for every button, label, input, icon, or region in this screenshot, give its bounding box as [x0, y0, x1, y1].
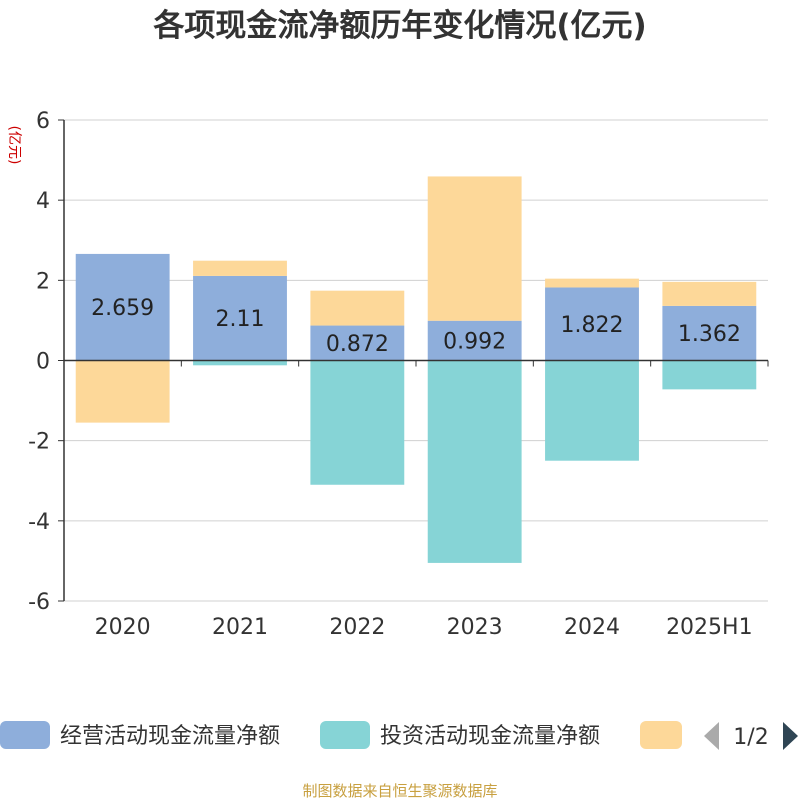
bar-2025H1-series-2[interactable]	[662, 360, 757, 390]
bar-2021-series-1[interactable]	[193, 275, 287, 361]
bar-2022-series-3[interactable]	[310, 290, 405, 326]
bars	[75, 176, 757, 563]
y-tick-label: 6	[36, 109, 50, 134]
y-tick-label: 4	[36, 189, 50, 214]
legend-label-1[interactable]: 经营活动现金流量净额	[60, 724, 280, 749]
bar-2025H1-series-1[interactable]	[662, 305, 757, 361]
bar-2024-series-3[interactable]	[545, 278, 639, 288]
bar-2020-series-1[interactable]	[75, 253, 170, 361]
x-tick-label: 2024	[564, 615, 620, 640]
x-tick-label: 2020	[95, 615, 151, 640]
x-tick-label: 2025H1	[666, 615, 753, 640]
y-tick-label: 0	[36, 350, 50, 375]
x-tick-label: 2023	[447, 615, 503, 640]
data-labels: 2.659 2.11 0.872 0.992 1.822 1.362	[91, 296, 741, 357]
pager-text: 1/2	[733, 725, 768, 750]
x-tick-label: 2022	[329, 615, 385, 640]
chart-title: 各项现金流净额历年变化情况(亿元)	[152, 8, 646, 44]
data-label-2025H1: 1.362	[678, 322, 741, 347]
legend-label-2[interactable]: 投资活动现金流量净额	[380, 724, 600, 749]
y-tick-label: -6	[28, 590, 50, 615]
bar-2025H1-series-3[interactable]	[662, 281, 757, 306]
bar-2023-series-3[interactable]	[427, 176, 522, 321]
y-tick-label: -4	[28, 510, 50, 535]
bar-2022-series-1[interactable]	[310, 325, 405, 361]
bar-2024-series-1[interactable]	[545, 287, 639, 361]
data-label-2020: 2.659	[91, 296, 154, 321]
legend: 经营活动现金流量净额 投资活动现金流量净额	[0, 721, 682, 749]
y-tick-label: 2	[36, 269, 50, 294]
bar-2022-series-2[interactable]	[310, 360, 405, 485]
y-tick-label: -2	[28, 430, 50, 455]
bar-2020-series-3[interactable]	[75, 360, 170, 423]
data-label-2024: 1.822	[561, 313, 624, 338]
legend-pager: 1/2	[704, 722, 798, 750]
legend-swatch-1[interactable]	[0, 721, 50, 749]
data-label-2021: 2.11	[216, 307, 265, 332]
data-label-2022: 0.872	[326, 332, 389, 357]
legend-swatch-2[interactable]	[320, 721, 370, 749]
bar-2021-series-3[interactable]	[193, 260, 287, 276]
bar-2023-series-1[interactable]	[427, 320, 522, 361]
data-label-2023: 0.992	[443, 330, 506, 355]
pager-prev-icon[interactable]	[704, 722, 719, 750]
y-axis-unit-label: (亿元)	[6, 126, 22, 165]
bar-2021-series-2[interactable]	[193, 360, 287, 366]
source-note: 制图数据来自恒生聚源数据库	[302, 782, 497, 800]
bar-2024-series-2[interactable]	[545, 360, 639, 461]
pager-next-icon[interactable]	[783, 722, 798, 750]
axes: 6 4 2 0 -2 -4 -6 2020 2021 2022 2023 2024 2025H1	[28, 109, 769, 640]
x-tick-label: 2021	[212, 615, 268, 640]
legend-swatch-3[interactable]	[640, 721, 682, 749]
bar-2023-series-2[interactable]	[427, 360, 522, 563]
